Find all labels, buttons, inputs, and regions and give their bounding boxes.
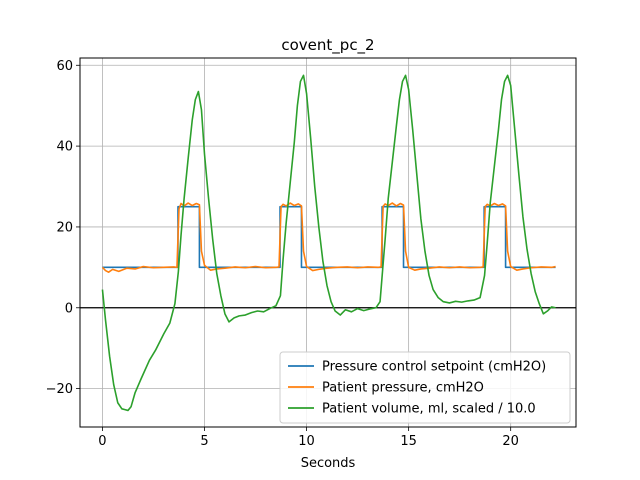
y-tick-label: 0 <box>65 301 73 316</box>
series-group <box>101 74 556 412</box>
ticks: 0 5 10 15 20 −20 0 20 40 60 <box>46 59 519 449</box>
legend-box <box>279 351 571 424</box>
y-tick-label: 60 <box>56 59 73 74</box>
legend-entry-label: Patient pressure, cmH2O <box>322 381 484 396</box>
legend-entry-label: Pressure control setpoint (cmH2O) <box>322 360 546 375</box>
series-line-3 <box>101 74 556 412</box>
x-tick-label: 15 <box>400 434 417 449</box>
x-tick-label: 5 <box>200 434 208 449</box>
plot-frame <box>79 57 577 428</box>
y-tick-label: −20 <box>46 382 73 397</box>
x-tick-label: 20 <box>502 434 519 449</box>
y-tick-label: 40 <box>56 140 73 155</box>
x-tick-label: 10 <box>298 434 315 449</box>
series-line-2 <box>101 202 556 274</box>
x-axis-label: Seconds <box>301 456 356 471</box>
legend: Pressure control setpoint (cmH2O) Patient… <box>279 351 571 424</box>
chart-title: covent_pc_2 <box>281 36 374 55</box>
y-tick-label: 20 <box>56 220 73 235</box>
legend-entry-label: Patient volume, ml, scaled / 10.0 <box>322 402 536 417</box>
x-tick-label: 0 <box>98 434 106 449</box>
